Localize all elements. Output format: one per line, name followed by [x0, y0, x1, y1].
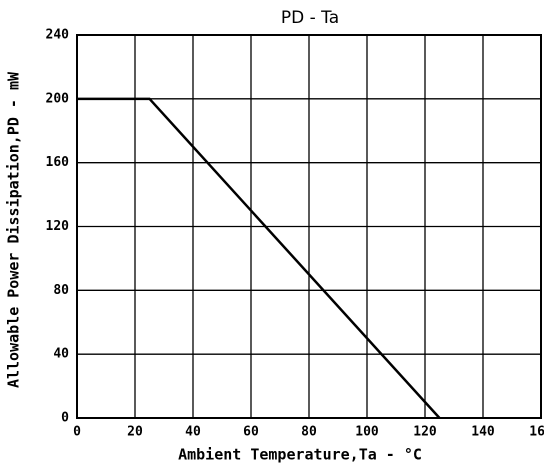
y-tick-label: 0: [61, 411, 69, 426]
data-line: [77, 97, 441, 419]
x-axis-label: Ambient Temperature,Ta - °C: [178, 446, 422, 464]
x-tick-label: 80: [301, 425, 317, 440]
chart-title: PD - Ta: [281, 8, 339, 28]
x-tick-label: 140: [471, 425, 495, 440]
y-tick-label: 200: [46, 91, 70, 106]
x-tick-label: 0: [73, 425, 81, 440]
y-axis-label: Allowable Power Dissipation,PD - mW: [5, 71, 23, 388]
x-tick-label: 20: [127, 425, 143, 440]
y-tick-label: 160: [46, 155, 70, 170]
plot-frame: [76, 34, 542, 419]
x-tick-label: 40: [185, 425, 201, 440]
y-tick-label: 240: [46, 28, 70, 43]
x-tick-label: 120: [413, 425, 437, 440]
y-tick-label: 80: [53, 283, 69, 298]
y-tick-label: 40: [53, 347, 69, 362]
x-tick-label: 100: [355, 425, 379, 440]
x-tick-label: 160: [529, 425, 544, 440]
y-tick-label: 120: [46, 219, 70, 234]
x-tick-label: 60: [243, 425, 259, 440]
